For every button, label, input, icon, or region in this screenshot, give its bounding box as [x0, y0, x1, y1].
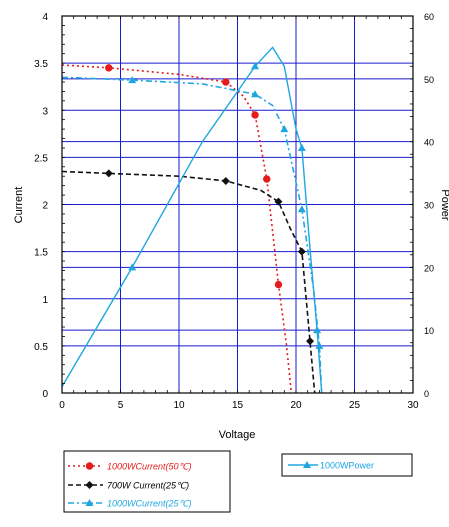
data-point-triangle: [128, 263, 137, 271]
data-point-circle: [274, 280, 283, 289]
legend-label: 1000WPower: [320, 461, 374, 471]
y-axis-label: Current: [13, 187, 25, 224]
y-tick-label: 3: [42, 106, 48, 117]
y-tick-label: 1: [42, 295, 48, 306]
data-point-triangle: [303, 461, 311, 468]
data-point-triangle: [315, 341, 324, 349]
y-tick-label: 3.5: [34, 59, 48, 70]
y2-tick-label: 0: [424, 389, 429, 399]
data-point-circle: [105, 64, 113, 72]
data-point-triangle: [280, 125, 289, 133]
series-0: [61, 64, 293, 394]
data-point-diamond: [221, 176, 230, 185]
y-tick-label: 4: [42, 12, 48, 23]
legend-box: [281, 453, 413, 477]
x-tick-label: 0: [59, 400, 65, 411]
x-axis-label: Voltage: [219, 429, 256, 441]
x-tick-label: 30: [407, 400, 419, 411]
legend: 1000WCurrent(50℃) 700W Current(25℃) 1000WC…: [63, 450, 413, 513]
y2-tick-label: 40: [424, 138, 434, 148]
y2-tick-label: 50: [424, 75, 434, 85]
data-point-diamond: [85, 481, 94, 489]
legend-label: 1000WCurrent(25℃): [107, 499, 192, 509]
data-point-diamond: [274, 197, 283, 206]
series-line: [61, 76, 323, 394]
axis-ticks: 0 5 10 15 20 25 3000.511.522.533.5401020304050…: [34, 12, 434, 411]
series-line: [61, 46, 323, 394]
legend-box: [63, 450, 231, 513]
data-point-circle: [263, 175, 271, 183]
data-point-diamond: [306, 337, 315, 346]
y2-tick-label: 10: [424, 326, 434, 336]
series-lines: [61, 46, 324, 394]
legend-label: 700W Current(25℃): [107, 481, 189, 491]
legend-label: 1000WCurrent(50℃): [107, 462, 192, 472]
x-tick-label: 25: [349, 400, 361, 411]
y-tick-label: 1.5: [34, 248, 48, 259]
y-tick-label: 0: [42, 389, 48, 400]
x-tick-label: 5: [118, 400, 124, 411]
data-point-circle: [85, 462, 94, 470]
series-1: [61, 169, 316, 394]
y-tick-label: 2.5: [34, 153, 48, 164]
y2-axis-label: Power: [439, 189, 449, 221]
x-tick-label: 15: [232, 400, 244, 411]
data-point-circle: [222, 78, 230, 86]
data-point-triangle: [297, 143, 306, 151]
data-point-circle: [251, 111, 259, 119]
series-line: [61, 170, 316, 394]
data-point-triangle: [251, 90, 260, 98]
data-point-diamond: [104, 169, 113, 178]
y2-tick-label: 30: [424, 201, 434, 211]
y2-tick-label: 20: [424, 263, 434, 273]
grid-lines: [62, 16, 413, 393]
data-point-triangle: [297, 205, 306, 213]
series-line: [61, 64, 293, 394]
x-tick-label: 10: [173, 400, 185, 411]
y-tick-label: 2: [42, 201, 48, 212]
series-3: [61, 46, 323, 394]
data-point-triangle: [85, 499, 94, 506]
data-point-diamond: [297, 247, 306, 256]
y-tick-label: 0.5: [34, 342, 48, 353]
y2-tick-label: 60: [424, 12, 434, 22]
series-2: [61, 76, 324, 394]
data-point-triangle: [128, 76, 137, 84]
x-tick-label: 20: [290, 400, 302, 411]
data-point-triangle: [313, 326, 322, 334]
data-point-triangle: [251, 62, 260, 70]
